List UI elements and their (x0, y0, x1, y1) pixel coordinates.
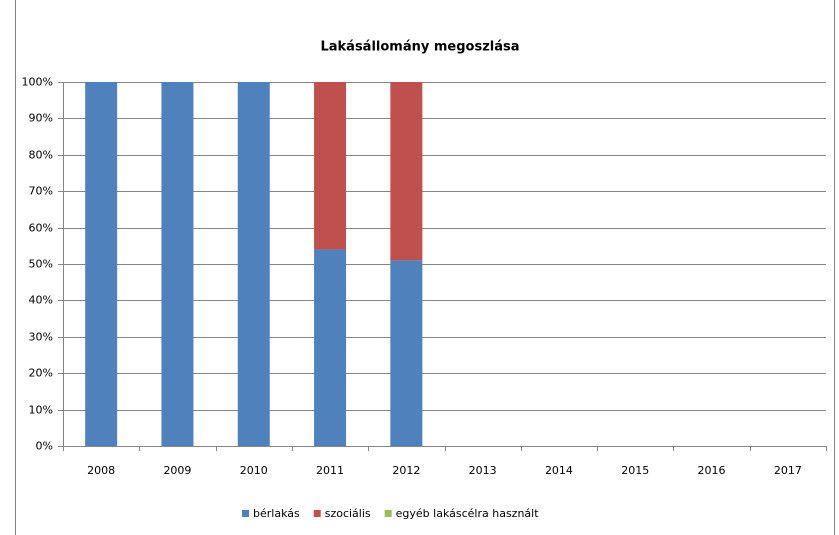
legend-swatch (384, 510, 392, 517)
bar-segment (314, 249, 347, 446)
y-tick-label: 80% (29, 149, 53, 162)
y-tick-label: 20% (29, 367, 53, 380)
x-tick-label: 2017 (774, 464, 802, 477)
y-tick-label: 10% (29, 404, 53, 417)
x-tick-label: 2016 (698, 464, 726, 477)
x-tick-label: 2014 (545, 464, 573, 477)
x-tick-label: 2009 (163, 464, 191, 477)
bar-segment (85, 82, 118, 446)
y-tick-label: 90% (29, 112, 53, 125)
bar-segment (390, 260, 423, 446)
y-tick-label: 30% (29, 331, 53, 344)
x-tick-label: 2008 (87, 464, 115, 477)
legend-swatch (313, 510, 321, 517)
bar-segment (161, 82, 194, 446)
legend-swatch (242, 510, 249, 517)
y-tick-label: 60% (29, 222, 53, 235)
bar-segment (390, 82, 423, 261)
legend-label: egyéb lakáscélra használt (396, 507, 540, 520)
legend-label: bérlakás (253, 507, 300, 520)
x-tick-label: 2015 (621, 464, 649, 477)
x-tick-label: 2012 (392, 464, 420, 477)
x-tick-label: 2013 (469, 464, 497, 477)
y-tick-label: 50% (29, 258, 53, 271)
y-tick-label: 70% (29, 185, 53, 198)
bar-segment (314, 82, 347, 250)
x-tick-label: 2011 (316, 464, 344, 477)
bar-segment (237, 82, 270, 446)
y-tick-label: 0% (36, 440, 53, 453)
chart-frame (15, 0, 835, 535)
chart-title: Lakásállomány megoszlása (320, 40, 519, 55)
y-tick-label: 100% (22, 76, 53, 89)
y-tick-label: 40% (29, 294, 53, 307)
legend-label: szociális (325, 507, 371, 520)
x-tick-label: 2010 (240, 464, 268, 477)
